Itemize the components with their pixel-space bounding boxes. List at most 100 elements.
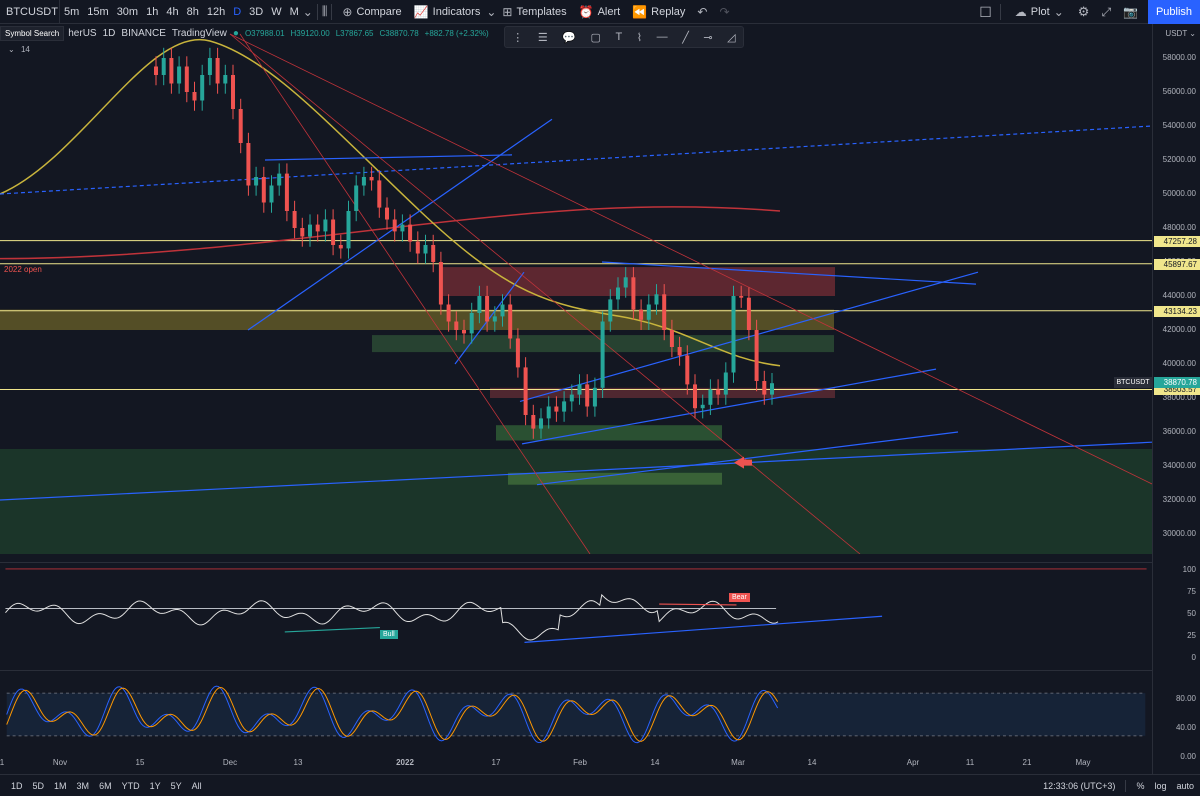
range-6m[interactable]: 6M bbox=[99, 780, 112, 791]
range-3m[interactable]: 3M bbox=[76, 780, 90, 791]
price-tick: 58000.00 bbox=[1162, 53, 1196, 62]
axis-currency[interactable]: USDT ⌄ bbox=[1165, 29, 1196, 38]
stoch-d-line bbox=[6, 686, 779, 742]
trend-line-icon[interactable]: ╱ bbox=[682, 31, 689, 44]
range-1m[interactable]: 1M bbox=[54, 780, 67, 791]
candle-body bbox=[207, 58, 212, 75]
path-icon[interactable]: ⌇ bbox=[636, 31, 643, 44]
indicators-button[interactable]: 📈 Indicators bbox=[408, 0, 487, 24]
range-ytd[interactable]: YTD bbox=[121, 780, 140, 791]
rsi-tick: 75 bbox=[1187, 587, 1196, 596]
price-tick: 54000.00 bbox=[1162, 121, 1196, 130]
interval-5m[interactable]: 5m bbox=[64, 5, 80, 18]
price-tick: 36000.00 bbox=[1162, 427, 1196, 436]
curve-icon[interactable]: ◿ bbox=[727, 31, 736, 44]
range-5d[interactable]: 5D bbox=[32, 780, 45, 791]
chevron-down-icon[interactable]: ⌄ bbox=[302, 4, 313, 19]
gear-icon[interactable]: ⚙ bbox=[1077, 4, 1090, 19]
publish-button[interactable]: Publish bbox=[1148, 0, 1200, 24]
camera-icon[interactable]: 📷 bbox=[1123, 5, 1138, 19]
price-chart[interactable] bbox=[0, 24, 1152, 554]
candle-body bbox=[238, 109, 243, 143]
candle-body bbox=[261, 177, 266, 203]
candle-body bbox=[739, 296, 744, 298]
range-all[interactable]: All bbox=[191, 780, 202, 791]
log-toggle[interactable]: log bbox=[1154, 781, 1167, 791]
candle-body bbox=[500, 304, 505, 317]
lines-icon[interactable]: ☰ bbox=[537, 31, 548, 44]
candle-body bbox=[477, 296, 482, 313]
range-5y[interactable]: 5Y bbox=[170, 780, 182, 791]
toolbar-right: ☐ ☁ Plot ⌄ ⚙ ⤢ 📷 bbox=[979, 0, 1142, 24]
layout-square-icon[interactable]: ☐ bbox=[979, 3, 992, 20]
plot-button[interactable]: ☁ Plot ⌄ bbox=[1009, 0, 1070, 24]
bull-label: Bull bbox=[380, 629, 398, 639]
symbol-search-tooltip[interactable]: Symbol Search bbox=[0, 26, 65, 41]
price-tick: 38000.00 bbox=[1162, 393, 1196, 402]
drag-handle-icon[interactable]: ⋮ bbox=[512, 31, 524, 44]
interval-4h[interactable]: 4h bbox=[166, 5, 179, 18]
auto-toggle[interactable]: auto bbox=[1176, 781, 1194, 791]
percent-toggle[interactable]: % bbox=[1136, 781, 1145, 791]
trend-line bbox=[536, 431, 959, 486]
price-tick: 56000.00 bbox=[1162, 87, 1196, 96]
clock[interactable]: 12:33:06 (UTC+3) bbox=[1043, 781, 1116, 791]
symbol-button[interactable]: BTCUSDT bbox=[0, 0, 60, 24]
time-tick: Feb bbox=[573, 758, 587, 767]
demand-zone bbox=[0, 449, 1152, 554]
redo-icon[interactable]: ↷ bbox=[719, 4, 730, 19]
candles-icon[interactable]: ⫼ bbox=[321, 4, 328, 18]
horizontal-ray-icon[interactable]: — bbox=[656, 31, 668, 43]
bottom-bar: 1D 5D 1M 3M 6M YTD 1Y 5Y All 12:33:06 (U… bbox=[0, 774, 1200, 796]
candle-body bbox=[569, 394, 574, 402]
legend-title: herUS bbox=[68, 28, 97, 39]
plot-label: Plot bbox=[1030, 6, 1050, 18]
candle-body bbox=[592, 387, 597, 407]
candle-body bbox=[662, 294, 667, 330]
replay-button[interactable]: ⏪ Replay bbox=[626, 0, 691, 24]
time-tick: 17 bbox=[491, 758, 501, 767]
range-1d[interactable]: 1D bbox=[11, 780, 23, 791]
candle-body bbox=[377, 180, 382, 208]
candle-body bbox=[531, 415, 536, 429]
chevron-down-icon[interactable]: ⌄ bbox=[486, 4, 497, 19]
rectangle-icon[interactable]: ▢ bbox=[590, 31, 601, 44]
cloud-icon: ☁ bbox=[1014, 5, 1027, 19]
templates-button[interactable]: ⊞ Templates bbox=[496, 0, 572, 24]
candle-body bbox=[408, 224, 413, 242]
candle-body bbox=[254, 177, 259, 186]
interval-3d[interactable]: 3D bbox=[249, 5, 264, 18]
horizontal-line-icon[interactable]: ⊸ bbox=[703, 31, 713, 44]
time-axis[interactable]: 1 Nov 15 Dec 13 2022 17 Feb 14 Mar 14 Apr 11 21 May bbox=[0, 756, 1152, 772]
time-tick: 13 bbox=[293, 758, 303, 767]
alert-button[interactable]: ⏰ Alert bbox=[573, 0, 627, 24]
stoch-band bbox=[6, 693, 1146, 736]
candle-body bbox=[762, 381, 767, 395]
candle-body bbox=[300, 228, 305, 237]
trend-line bbox=[247, 118, 553, 331]
interval-w[interactable]: W bbox=[271, 5, 282, 18]
undo-icon[interactable]: ↶ bbox=[697, 4, 708, 19]
interval-12h[interactable]: 12h bbox=[206, 5, 226, 18]
range-1y[interactable]: 1Y bbox=[149, 780, 161, 791]
compare-button[interactable]: ⊕ Compare bbox=[336, 0, 407, 24]
interval-8h[interactable]: 8h bbox=[186, 5, 199, 18]
text-icon[interactable]: T bbox=[615, 31, 623, 43]
legend-collapse-row[interactable]: ⌄ 14 bbox=[8, 45, 30, 54]
stoch-rsi-panel[interactable] bbox=[0, 670, 1152, 756]
candle-body bbox=[292, 211, 297, 228]
stoch-tick: 80.00 bbox=[1175, 694, 1196, 704]
fullscreen-icon[interactable]: ⤢ bbox=[1101, 4, 1112, 19]
legend-interval: 1D bbox=[102, 28, 116, 39]
rsi-panel[interactable] bbox=[0, 562, 1152, 668]
interval-15m[interactable]: 15m bbox=[87, 5, 109, 18]
indicator-count: 14 bbox=[20, 45, 30, 54]
interval-m[interactable]: M bbox=[289, 5, 299, 18]
price-axis[interactable]: USDT ⌄ 58000.00 56000.00 54000.00 52000.00 5… bbox=[1152, 24, 1200, 774]
candle-body bbox=[323, 219, 328, 232]
callout-icon[interactable]: 💬 bbox=[562, 31, 576, 44]
interval-1h[interactable]: 1h bbox=[146, 5, 159, 18]
interval-d[interactable]: D bbox=[233, 5, 242, 18]
candle-body bbox=[454, 321, 459, 330]
interval-30m[interactable]: 30m bbox=[116, 5, 139, 18]
